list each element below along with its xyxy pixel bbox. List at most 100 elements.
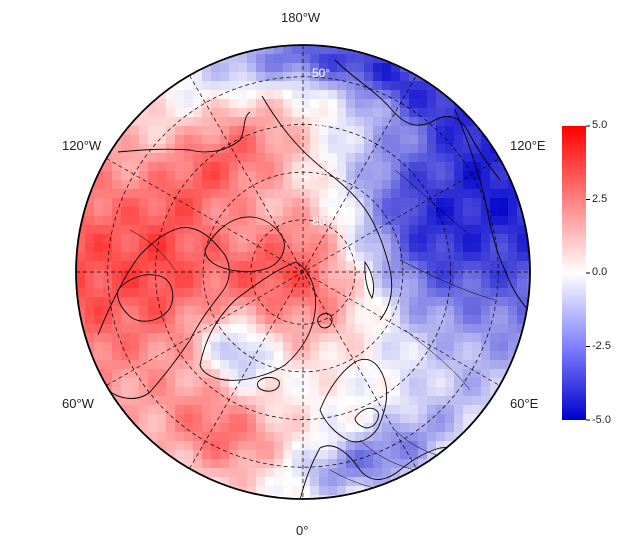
anomaly-cell <box>355 315 365 325</box>
anomaly-cell <box>463 153 473 163</box>
anomaly-cell <box>319 360 329 370</box>
anomaly-cell <box>121 198 131 208</box>
anomaly-cell <box>445 414 455 424</box>
anomaly-cell <box>454 306 464 316</box>
anomaly-cell <box>94 315 104 325</box>
anomaly-cell <box>211 441 221 451</box>
anomaly-cell <box>454 333 464 343</box>
anomaly-cell <box>256 252 266 262</box>
anomaly-cell <box>355 225 365 235</box>
anomaly-cell <box>202 270 212 280</box>
anomaly-cell <box>229 405 239 415</box>
anomaly-cell <box>202 189 212 199</box>
anomaly-cell <box>427 360 437 370</box>
anomaly-cell <box>229 315 239 325</box>
anomaly-cell <box>436 396 446 406</box>
anomaly-cell <box>490 405 500 415</box>
anomaly-cell <box>445 432 455 442</box>
anomaly-cell <box>247 162 257 172</box>
anomaly-cell <box>400 207 410 217</box>
anomaly-cell <box>301 378 311 388</box>
anomaly-cell <box>292 270 302 280</box>
anomaly-cell <box>103 189 113 199</box>
anomaly-cell <box>346 162 356 172</box>
anomaly-cell <box>247 225 257 235</box>
anomaly-cell <box>310 45 320 55</box>
anomaly-cell <box>76 342 86 352</box>
anomaly-cell <box>274 108 284 118</box>
anomaly-cell <box>220 360 230 370</box>
anomaly-cell <box>130 279 140 289</box>
anomaly-cell <box>337 126 347 136</box>
anomaly-cell <box>445 405 455 415</box>
anomaly-cell <box>85 315 95 325</box>
anomaly-cell <box>337 243 347 253</box>
anomaly-cell <box>328 63 338 73</box>
anomaly-cell <box>454 441 464 451</box>
anomaly-cell <box>310 351 320 361</box>
anomaly-cell <box>139 117 149 127</box>
anomaly-cell <box>346 144 356 154</box>
anomaly-cell <box>157 261 167 271</box>
anomaly-cell <box>103 216 113 226</box>
anomaly-cell <box>175 207 185 217</box>
anomaly-cell <box>364 243 374 253</box>
anomaly-cell <box>247 81 257 91</box>
anomaly-cell <box>220 405 230 415</box>
anomaly-cell <box>364 261 374 271</box>
anomaly-cell <box>139 153 149 163</box>
anomaly-cell <box>229 72 239 82</box>
anomaly-cell <box>337 153 347 163</box>
anomaly-cell <box>220 423 230 433</box>
anomaly-cell <box>139 252 149 262</box>
anomaly-cell <box>274 198 284 208</box>
anomaly-cell <box>526 207 530 217</box>
anomaly-cell <box>454 225 464 235</box>
novaya-zemlya-coastline <box>364 260 375 300</box>
anomaly-cell <box>265 207 275 217</box>
anomaly-cell <box>364 144 374 154</box>
anomaly-cell <box>247 459 257 469</box>
anomaly-cell <box>238 468 248 478</box>
anomaly-cell <box>427 423 437 433</box>
anomaly-cell <box>193 99 203 109</box>
anomaly-cell <box>355 180 365 190</box>
anomaly-cell <box>229 108 239 118</box>
anomaly-cell <box>247 63 257 73</box>
anomaly-cell <box>301 72 311 82</box>
anomaly-cell <box>202 432 212 442</box>
anomaly-cell <box>337 135 347 145</box>
anomaly-cell <box>418 90 428 100</box>
anomaly-cell <box>139 270 149 280</box>
anomaly-cell <box>445 135 455 145</box>
anomaly-cell <box>175 90 185 100</box>
anomaly-cell <box>301 153 311 163</box>
anomaly-cell <box>202 90 212 100</box>
anomaly-cell <box>337 396 347 406</box>
anomaly-cell <box>346 387 356 397</box>
anomaly-cell <box>409 234 419 244</box>
anomaly-cell <box>103 162 113 172</box>
anomaly-cell <box>301 81 311 91</box>
anomaly-cell <box>184 135 194 145</box>
anomaly-cell <box>499 315 509 325</box>
anomaly-cell <box>292 171 302 181</box>
anomaly-cell <box>166 360 176 370</box>
anomaly-cell <box>103 252 113 262</box>
anomaly-cell <box>355 306 365 316</box>
anomaly-cell <box>391 126 401 136</box>
anomaly-cell <box>409 117 419 127</box>
anomaly-cell <box>346 207 356 217</box>
anomaly-cell <box>436 315 446 325</box>
anomaly-cell <box>184 414 194 424</box>
anomaly-cell <box>490 207 500 217</box>
anomaly-cell <box>103 333 113 343</box>
anomaly-cell <box>184 81 194 91</box>
anomaly-cell <box>85 279 95 289</box>
anomaly-cell <box>139 396 149 406</box>
anomaly-cell <box>184 378 194 388</box>
anomaly-cell <box>283 450 293 460</box>
anomaly-cell <box>427 198 437 208</box>
anomaly-cell <box>436 198 446 208</box>
anomaly-cell <box>121 252 131 262</box>
